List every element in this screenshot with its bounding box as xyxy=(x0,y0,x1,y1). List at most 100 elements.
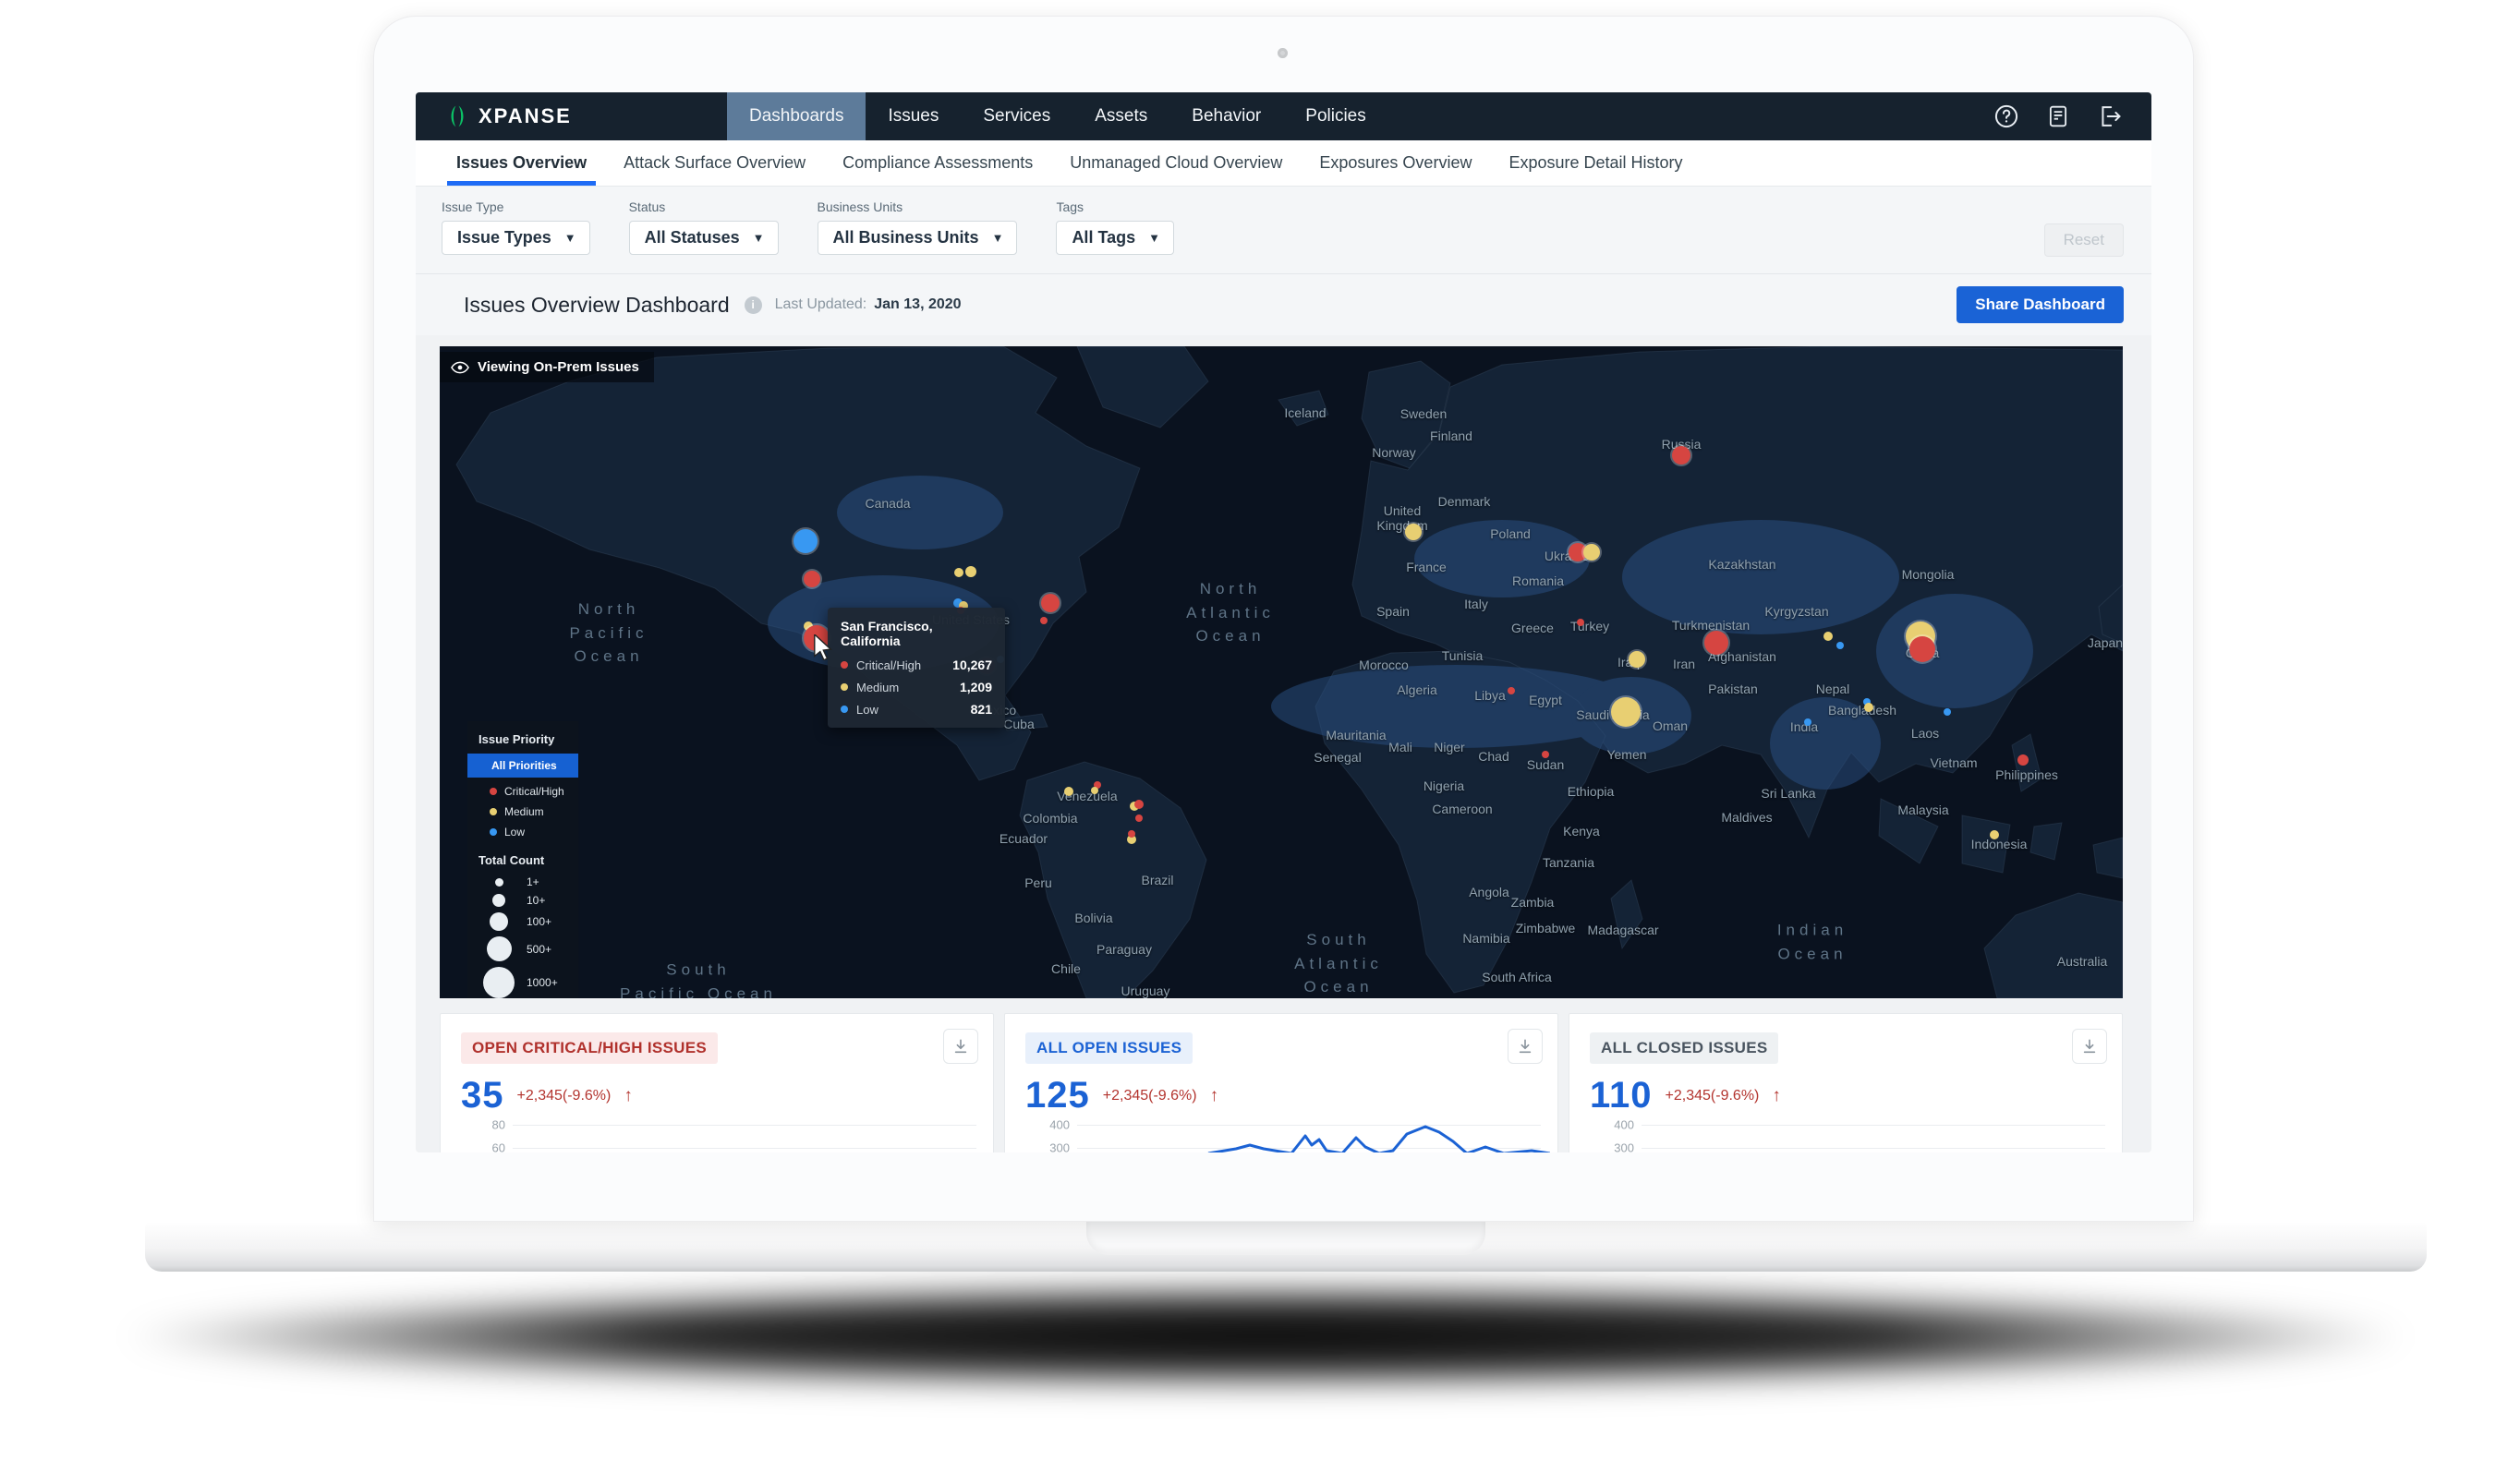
issue-bubble-medium-17[interactable] xyxy=(1629,651,1645,668)
low-dot-icon xyxy=(490,828,497,836)
stat-card-all-closed-issues: ALL CLOSED ISSUES 110 +2,345(-9.6%) ↑ 400 300 xyxy=(1569,1013,2123,1152)
map-label-libya: Libya xyxy=(1474,688,1506,703)
issue-bubble-medium-2[interactable] xyxy=(804,621,813,631)
issue-bubble-critical-37[interactable] xyxy=(1134,800,1144,809)
issue-bubble-critical-32[interactable] xyxy=(1672,446,1690,465)
map-label-nepal: Nepal xyxy=(1815,682,1850,696)
download-button[interactable] xyxy=(1508,1029,1543,1064)
issue-bubble-medium-20[interactable] xyxy=(1611,697,1641,727)
filter-dropdown-tags[interactable]: All Tags ▼ xyxy=(1056,221,1174,255)
nav-item-behavior[interactable]: Behavior xyxy=(1192,106,1262,126)
world-map-land xyxy=(455,346,2123,998)
legend-priority-label: Low xyxy=(504,826,526,839)
map-label-malaysia: Malaysia xyxy=(1897,802,1949,817)
share-dashboard-button[interactable]: Share Dashboard xyxy=(1957,286,2124,323)
info-icon[interactable]: i xyxy=(744,296,762,314)
docs-icon[interactable] xyxy=(2044,103,2072,130)
filter-value-status: All Statuses xyxy=(644,228,740,247)
legend-all-priorities[interactable]: All Priorities xyxy=(467,754,578,778)
help-icon[interactable] xyxy=(1993,103,2020,130)
tab-exposures-overview[interactable]: Exposures Overview xyxy=(1319,153,1472,172)
issue-bubble-medium-15[interactable] xyxy=(1583,544,1600,561)
tab-compliance-assessments[interactable]: Compliance Assessments xyxy=(842,153,1034,172)
download-button[interactable] xyxy=(2072,1029,2107,1064)
issues-world-map[interactable]: Viewing On-Prem Issues Issue Priority Al… xyxy=(440,346,2123,998)
nav-item-dashboards[interactable]: Dashboards xyxy=(727,92,866,140)
issue-bubble-low-6[interactable] xyxy=(953,598,963,608)
map-label-south-africa: South Africa xyxy=(1482,970,1552,984)
issue-bubble-medium-5[interactable] xyxy=(965,566,976,577)
issue-bubble-low-29[interactable] xyxy=(1944,708,1951,716)
mouse-cursor xyxy=(813,633,837,665)
issue-bubble-medium-28[interactable] xyxy=(1864,703,1873,712)
stat-card-all-open-issues: ALL OPEN ISSUES 125 +2,345(-9.6%) ↑ 400 300 xyxy=(1004,1013,1558,1152)
download-button[interactable] xyxy=(943,1029,978,1064)
legend-priority-low[interactable]: Low xyxy=(477,822,569,842)
legend-priority-label: Medium xyxy=(504,805,544,818)
laptop-bezel: XPANSE Dashboards Issues Services Assets Beh… xyxy=(373,16,2194,1222)
filter-dropdown-issue-type[interactable]: Issue Types ▼ xyxy=(442,221,590,255)
issue-bubble-critical-14[interactable] xyxy=(1569,543,1587,561)
issue-bubble-low-0[interactable] xyxy=(794,529,818,553)
issue-bubble-medium-35[interactable] xyxy=(1091,787,1098,794)
brand[interactable]: XPANSE xyxy=(445,92,727,140)
map-label-mali: Mali xyxy=(1388,740,1412,754)
issue-bubble-medium-13[interactable] xyxy=(1405,524,1422,540)
map-label-france: France xyxy=(1406,560,1447,574)
tab-issues-overview[interactable]: Issues Overview xyxy=(438,140,605,186)
issue-bubble-low-27[interactable] xyxy=(1863,698,1871,706)
issue-bubble-low-24[interactable] xyxy=(1836,642,1844,649)
issue-bubble-critical-34[interactable] xyxy=(1094,781,1101,789)
nav-item-assets[interactable]: Assets xyxy=(1095,106,1148,126)
legend-priority-label: Critical/High xyxy=(504,785,564,798)
issue-bubble-critical-30[interactable] xyxy=(2017,754,2029,766)
issue-bubble-critical-18[interactable] xyxy=(1704,631,1728,655)
map-label-pakistan: Pakistan xyxy=(1708,682,1758,696)
issue-bubble-critical-10[interactable] xyxy=(1040,617,1048,624)
card-value-all-closed-issues: 110 xyxy=(1590,1075,1653,1116)
issue-bubble-critical-19[interactable] xyxy=(1508,687,1515,694)
tab-attack-surface-overview[interactable]: Attack Surface Overview xyxy=(624,153,806,172)
nav-item-policies[interactable]: Policies xyxy=(1305,106,1366,126)
tab-exposure-detail-history[interactable]: Exposure Detail History xyxy=(1508,153,1683,172)
map-label-angola: Angola xyxy=(1469,885,1509,899)
legend-priority-medium[interactable]: Medium xyxy=(477,802,569,822)
legend-priority-title: Issue Priority xyxy=(479,732,555,746)
issue-bubble-critical-9[interactable] xyxy=(1041,594,1060,612)
tab-unmanaged-cloud-overview[interactable]: Unmanaged Cloud Overview xyxy=(1070,153,1283,172)
chart-gridline xyxy=(1077,1125,1541,1126)
issue-bubble-critical-38[interactable] xyxy=(1135,814,1143,822)
sign-out-icon[interactable] xyxy=(2096,103,2124,130)
issue-bubble-medium-23[interactable] xyxy=(1823,632,1833,641)
map-label-denmark: Denmark xyxy=(1437,494,1491,509)
issue-bubble-critical-40[interactable] xyxy=(1128,830,1135,838)
sparkline-chart xyxy=(1070,1123,1551,1152)
issue-bubble-medium-4[interactable] xyxy=(954,568,963,577)
filter-dropdown-business-units[interactable]: All Business Units ▼ xyxy=(817,221,1018,255)
map-label-iran: Iran xyxy=(1672,657,1696,671)
nav-item-issues[interactable]: Issues xyxy=(888,106,939,126)
tooltip-row-value: 10,267 xyxy=(952,658,992,672)
issue-bubble-critical-26[interactable] xyxy=(1909,636,1935,662)
issue-bubble-low-22[interactable] xyxy=(1804,718,1811,726)
issue-bubble-medium-7[interactable] xyxy=(959,601,968,610)
map-label-finland: Finland xyxy=(1430,428,1472,443)
size-circle-icon xyxy=(483,967,515,998)
issue-bubble-medium-39[interactable] xyxy=(1127,835,1136,844)
dashboard-tabs: Issues Overview Attack Surface Overview Co… xyxy=(416,140,2151,187)
map-view-badge: Viewing On-Prem Issues xyxy=(440,352,654,382)
card-value-all-open-issues: 125 xyxy=(1025,1075,1090,1116)
reset-button[interactable]: Reset xyxy=(2043,223,2124,257)
issue-bubble-medium-33[interactable] xyxy=(1064,787,1073,796)
issue-bubble-critical-16[interactable] xyxy=(1577,619,1584,626)
issue-bubble-critical-21[interactable] xyxy=(1542,751,1549,758)
legend-priority-critical-high[interactable]: Critical/High xyxy=(477,781,569,802)
map-label-japan: Japan xyxy=(2087,635,2123,650)
eye-icon xyxy=(451,361,469,374)
filter-group-business-units: Business Units All Business Units ▼ xyxy=(817,199,1018,255)
filter-dropdown-status[interactable]: All Statuses ▼ xyxy=(628,221,779,255)
issue-bubble-critical-1[interactable] xyxy=(804,571,820,587)
issue-bubble-medium-31[interactable] xyxy=(1990,830,1999,839)
nav-item-services[interactable]: Services xyxy=(983,106,1051,126)
